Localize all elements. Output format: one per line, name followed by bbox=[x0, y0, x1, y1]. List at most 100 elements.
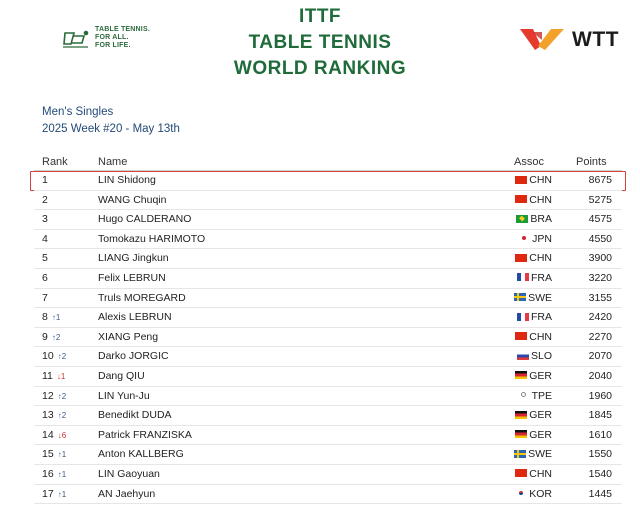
assoc-code: SLO bbox=[530, 350, 552, 363]
points-value: 3900 bbox=[588, 252, 612, 265]
flag-kor-icon bbox=[515, 489, 528, 497]
rank-value: 10 bbox=[42, 350, 54, 363]
assoc-cell: GER bbox=[492, 409, 552, 421]
ittf-tagline-line: FOR ALL. bbox=[95, 34, 129, 41]
assoc-code: SWE bbox=[528, 291, 552, 304]
page-title: ITTF TABLE TENNIS WORLD RANKING bbox=[0, 4, 640, 82]
player-name: AN Jaehyun bbox=[98, 487, 156, 500]
rank-change-up: ↑2 bbox=[57, 391, 67, 401]
assoc-cell: SWE bbox=[492, 448, 552, 460]
table-row: 17 ↑1 AN Jaehyun KOR 1445 bbox=[30, 485, 626, 505]
player-name: Hugo CALDERANO bbox=[98, 213, 192, 226]
rank-cell: 7 bbox=[42, 292, 98, 304]
assoc-cell: TPE bbox=[492, 390, 552, 402]
assoc-code: SWE bbox=[528, 448, 552, 461]
rank-change-up: ↑1 bbox=[57, 450, 67, 460]
rank-cell: 17 ↑1 bbox=[42, 488, 98, 500]
rank-cell: 2 bbox=[42, 194, 98, 206]
rank-value: 3 bbox=[42, 213, 48, 226]
points-value: 2070 bbox=[588, 350, 612, 363]
assoc-cell: CHN bbox=[492, 468, 552, 480]
player-name: Patrick FRANZISKA bbox=[98, 428, 192, 441]
table-row: 16 ↑1 LIN Gaoyuan CHN 1540 bbox=[30, 465, 626, 485]
player-name: Anton KALLBERG bbox=[98, 448, 184, 461]
points-value: 4575 bbox=[588, 213, 612, 226]
flag-ger-icon bbox=[515, 371, 528, 380]
assoc-code: TPE bbox=[531, 389, 552, 402]
assoc-cell: KOR bbox=[492, 488, 552, 500]
table-row: 10 ↑2 Darko JORGIC SLO 2070 bbox=[30, 347, 626, 367]
table-body: 1 LIN Shidong CHN 8675 2 WANG Chuqin CHN 5275 3 H… bbox=[30, 171, 626, 504]
ranking-category: Men's Singles bbox=[42, 106, 114, 118]
assoc-cell: GER bbox=[492, 429, 552, 441]
column-header-rank: Rank bbox=[42, 156, 68, 168]
table-header: Rank Name Assoc Points bbox=[30, 155, 626, 171]
ittf-logo: TABLE TENNIS. FOR ALL. FOR LIFE. bbox=[62, 26, 172, 56]
rank-cell: 3 bbox=[42, 213, 98, 225]
assoc-code: GER bbox=[529, 409, 552, 422]
rank-change-up: ↑1 bbox=[57, 489, 67, 499]
assoc-code: JPN bbox=[532, 232, 552, 245]
rank-value: 15 bbox=[42, 448, 54, 461]
assoc-code: CHN bbox=[529, 467, 552, 480]
table-row: 11 ↓1 Dang QIU GER 2040 bbox=[30, 367, 626, 387]
rank-value: 17 bbox=[42, 487, 54, 500]
rank-cell: 6 bbox=[42, 272, 98, 284]
ittf-tagline-line: FOR LIFE. bbox=[95, 42, 131, 49]
column-header-name: Name bbox=[98, 156, 128, 168]
table-row: 3 Hugo CALDERANO BRA 4575 bbox=[30, 210, 626, 230]
rank-change-down: ↓1 bbox=[56, 371, 66, 381]
rank-cell: 11 ↓1 bbox=[42, 370, 98, 382]
rank-change-up: ↑1 bbox=[51, 313, 61, 323]
table-row: 14 ↓6 Patrick FRANZISKA GER 1610 bbox=[30, 426, 626, 446]
points-value: 1540 bbox=[588, 467, 612, 480]
player-name: Tomokazu HARIMOTO bbox=[98, 232, 206, 245]
assoc-cell: CHN bbox=[492, 174, 552, 186]
ranking-subtitle: Men's Singles 2025 Week #20 - May 13th bbox=[42, 104, 180, 138]
column-header-points: Points bbox=[576, 156, 607, 168]
table-row: 13 ↑2 Benedikt DUDA GER 1845 bbox=[30, 406, 626, 426]
rank-cell: 13 ↑2 bbox=[42, 409, 98, 421]
ittf-tagline: TABLE TENNIS. FOR ALL. FOR LIFE. bbox=[95, 26, 150, 50]
flag-chn-icon bbox=[515, 175, 528, 184]
rank-change-up: ↑1 bbox=[57, 469, 67, 479]
player-name: LIN Gaoyuan bbox=[98, 467, 160, 480]
points-value: 8675 bbox=[588, 174, 612, 186]
table-row: 9 ↑2 XIANG Peng CHN 2270 bbox=[30, 328, 626, 348]
points-value: 1445 bbox=[588, 487, 612, 500]
flag-chn-icon bbox=[515, 469, 528, 478]
rank-cell: 15 ↑1 bbox=[42, 448, 98, 460]
points-value: 5275 bbox=[588, 193, 612, 206]
header: TABLE TENNIS. FOR ALL. FOR LIFE. ITTF TA… bbox=[0, 0, 640, 90]
rank-cell: 16 ↑1 bbox=[42, 468, 98, 480]
assoc-code: KOR bbox=[529, 487, 552, 500]
assoc-code: BRA bbox=[530, 213, 552, 226]
flag-jpn-icon bbox=[518, 234, 531, 243]
table-row: 12 ↑2 LIN Yun-Ju TPE 1960 bbox=[30, 387, 626, 407]
assoc-cell: GER bbox=[492, 370, 552, 382]
player-name: XIANG Peng bbox=[98, 330, 159, 343]
rank-value: 12 bbox=[42, 389, 54, 402]
rank-cell: 14 ↓6 bbox=[42, 429, 98, 441]
rank-cell: 5 bbox=[42, 252, 98, 264]
assoc-cell: BRA bbox=[492, 213, 552, 225]
assoc-cell: JPN bbox=[492, 233, 552, 245]
rank-value: 9 bbox=[42, 330, 48, 343]
title-line-2: TABLE TENNIS bbox=[248, 32, 392, 53]
rank-value: 2 bbox=[42, 193, 48, 206]
flag-chn-icon bbox=[515, 332, 528, 341]
table-row: 5 LIANG Jingkun CHN 3900 bbox=[30, 249, 626, 269]
rank-cell: 12 ↑2 bbox=[42, 390, 98, 402]
ittf-paddle-icon bbox=[63, 30, 89, 48]
wtt-logo-text: WTT bbox=[572, 28, 619, 51]
flag-tpe-icon bbox=[517, 391, 530, 400]
player-name: Alexis LEBRUN bbox=[98, 311, 172, 324]
assoc-code: CHN bbox=[529, 174, 552, 186]
assoc-cell: CHN bbox=[492, 194, 552, 206]
assoc-code: GER bbox=[529, 369, 552, 382]
rank-change-up: ↑2 bbox=[57, 411, 67, 421]
assoc-code: FRA bbox=[531, 311, 552, 324]
table-row: 2 WANG Chuqin CHN 5275 bbox=[30, 191, 626, 211]
ranking-table: Rank Name Assoc Points 1 LIN Shidong CHN 86… bbox=[30, 155, 626, 504]
points-value: 2420 bbox=[588, 311, 612, 324]
